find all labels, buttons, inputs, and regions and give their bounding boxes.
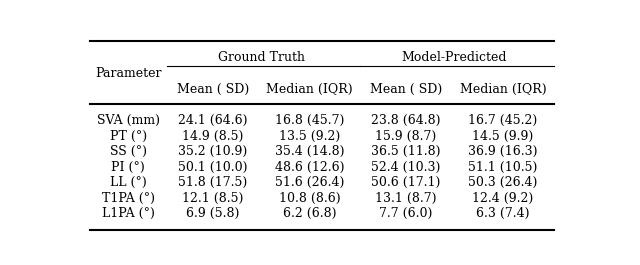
- Text: T1PA (°): T1PA (°): [102, 192, 155, 205]
- Text: 48.6 (12.6): 48.6 (12.6): [275, 161, 344, 174]
- Text: SVA (mm): SVA (mm): [97, 114, 160, 127]
- Text: 36.5 (11.8): 36.5 (11.8): [371, 145, 441, 158]
- Text: L1PA (°): L1PA (°): [102, 207, 155, 220]
- Text: 7.7 (6.0): 7.7 (6.0): [380, 207, 433, 220]
- Text: Model-Predicted: Model-Predicted: [402, 51, 508, 64]
- Text: 23.8 (64.8): 23.8 (64.8): [371, 114, 441, 127]
- Text: 36.9 (16.3): 36.9 (16.3): [468, 145, 538, 158]
- Text: 51.8 (17.5): 51.8 (17.5): [178, 176, 247, 189]
- Text: 52.4 (10.3): 52.4 (10.3): [371, 161, 441, 174]
- Text: 12.1 (8.5): 12.1 (8.5): [182, 192, 243, 205]
- Text: 12.4 (9.2): 12.4 (9.2): [472, 192, 534, 205]
- Text: 50.6 (17.1): 50.6 (17.1): [371, 176, 441, 189]
- Text: 16.7 (45.2): 16.7 (45.2): [468, 114, 538, 127]
- Text: PT (°): PT (°): [110, 130, 147, 143]
- Text: 6.9 (5.8): 6.9 (5.8): [186, 207, 239, 220]
- Text: SS (°): SS (°): [110, 145, 147, 158]
- Text: 14.9 (8.5): 14.9 (8.5): [182, 130, 243, 143]
- Text: 13.1 (8.7): 13.1 (8.7): [376, 192, 437, 205]
- Text: 51.1 (10.5): 51.1 (10.5): [468, 161, 538, 174]
- Text: 6.2 (6.8): 6.2 (6.8): [283, 207, 336, 220]
- Text: Median (IQR): Median (IQR): [266, 83, 353, 96]
- Text: LL (°): LL (°): [110, 176, 147, 189]
- Text: Mean ( SD): Mean ( SD): [177, 83, 249, 96]
- Text: 35.4 (14.8): 35.4 (14.8): [275, 145, 344, 158]
- Text: Ground Truth: Ground Truth: [218, 51, 305, 64]
- Text: PI (°): PI (°): [111, 161, 145, 174]
- Text: 24.1 (64.6): 24.1 (64.6): [178, 114, 248, 127]
- Text: Mean ( SD): Mean ( SD): [370, 83, 442, 96]
- Text: 13.5 (9.2): 13.5 (9.2): [279, 130, 340, 143]
- Text: 6.3 (7.4): 6.3 (7.4): [476, 207, 529, 220]
- Text: 14.5 (9.9): 14.5 (9.9): [472, 130, 534, 143]
- Text: 50.1 (10.0): 50.1 (10.0): [178, 161, 248, 174]
- Text: 15.9 (8.7): 15.9 (8.7): [376, 130, 436, 143]
- Text: Parameter: Parameter: [95, 67, 162, 80]
- Text: 35.2 (10.9): 35.2 (10.9): [178, 145, 247, 158]
- Text: 10.8 (8.6): 10.8 (8.6): [278, 192, 340, 205]
- Text: 50.3 (26.4): 50.3 (26.4): [468, 176, 538, 189]
- Text: 51.6 (26.4): 51.6 (26.4): [275, 176, 344, 189]
- Text: Median (IQR): Median (IQR): [460, 83, 546, 96]
- Text: 16.8 (45.7): 16.8 (45.7): [275, 114, 344, 127]
